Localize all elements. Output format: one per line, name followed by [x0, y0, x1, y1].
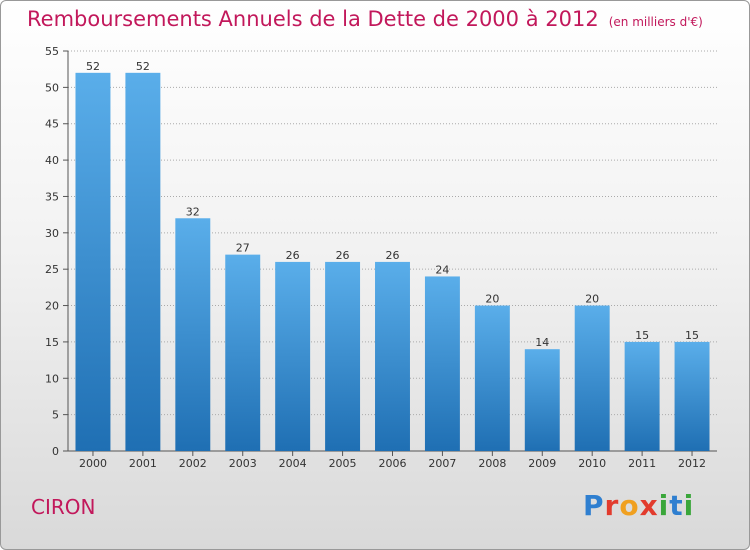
x-tick-label: 2005	[329, 457, 357, 470]
x-tick-label: 2002	[179, 457, 207, 470]
logo-letter: i	[683, 489, 695, 522]
logo-letter: P	[583, 489, 605, 522]
bar	[75, 72, 111, 452]
y-tick-label: 55	[45, 45, 59, 58]
x-tick-label: 2006	[379, 457, 407, 470]
bar	[225, 254, 261, 451]
bar-value-label: 52	[136, 60, 150, 73]
unit-text: (en milliers d'€)	[608, 15, 703, 29]
logo-letter: x	[639, 489, 659, 522]
x-tick-label: 2011	[628, 457, 656, 470]
bar-value-label: 26	[286, 249, 300, 262]
x-tick-label: 2008	[478, 457, 506, 470]
chart-title: Remboursements Annuels de la Dette de 20…	[27, 7, 703, 31]
x-tick-label: 2003	[229, 457, 257, 470]
y-tick-label: 40	[45, 154, 59, 167]
x-tick-label: 2000	[79, 457, 107, 470]
y-tick-label: 10	[45, 372, 59, 385]
x-tick-label: 2010	[578, 457, 606, 470]
x-tick-label: 2009	[528, 457, 556, 470]
town-name: CIRON	[31, 495, 96, 519]
y-tick-label: 50	[45, 81, 59, 94]
bar	[624, 341, 660, 451]
y-tick-label: 0	[52, 445, 59, 458]
bar-value-label: 20	[585, 293, 599, 306]
x-tick-label: 2004	[279, 457, 307, 470]
y-tick-label: 45	[45, 118, 59, 131]
y-tick-label: 35	[45, 190, 59, 203]
logo-letter: i	[658, 489, 670, 522]
y-tick-label: 20	[45, 300, 59, 313]
bar	[474, 305, 510, 451]
bar-value-label: 52	[86, 60, 100, 73]
bar-value-label: 24	[435, 263, 449, 276]
proxiti-logo[interactable]: Proxiti	[583, 489, 694, 522]
y-tick-label: 30	[45, 227, 59, 240]
bar-value-label: 15	[685, 329, 699, 342]
bar-value-label: 32	[186, 205, 200, 218]
x-tick-label: 2012	[678, 457, 706, 470]
bar	[325, 261, 361, 451]
labels: 0 5 10 15 20 25 30 35 40 45 50 55 52 2000 52 2001 32 2002…	[45, 45, 706, 470]
bar	[375, 261, 410, 451]
x-tick-label: 2007	[428, 457, 456, 470]
bar-value-label: 26	[386, 249, 400, 262]
y-tick-label: 5	[52, 409, 59, 422]
bar	[125, 72, 161, 452]
title-text: Remboursements Annuels de la Dette de 20…	[27, 7, 599, 31]
bar	[674, 341, 710, 451]
bar-value-label: 27	[236, 242, 250, 255]
bar-value-label: 15	[635, 329, 649, 342]
bar-value-label: 26	[336, 249, 350, 262]
logo-letter: t	[669, 489, 684, 522]
bar	[574, 305, 610, 451]
bar	[175, 218, 211, 451]
logo-letter: r	[604, 489, 620, 522]
bar	[275, 261, 311, 451]
bar	[424, 276, 460, 451]
logo-letter: o	[619, 489, 640, 522]
y-tick-label: 25	[45, 263, 59, 276]
bars	[75, 72, 710, 452]
x-tick-label: 2001	[129, 457, 157, 470]
y-tick-label: 15	[45, 336, 59, 349]
bar	[524, 349, 560, 451]
bar-value-label: 14	[535, 336, 549, 349]
bar-value-label: 20	[485, 293, 499, 306]
